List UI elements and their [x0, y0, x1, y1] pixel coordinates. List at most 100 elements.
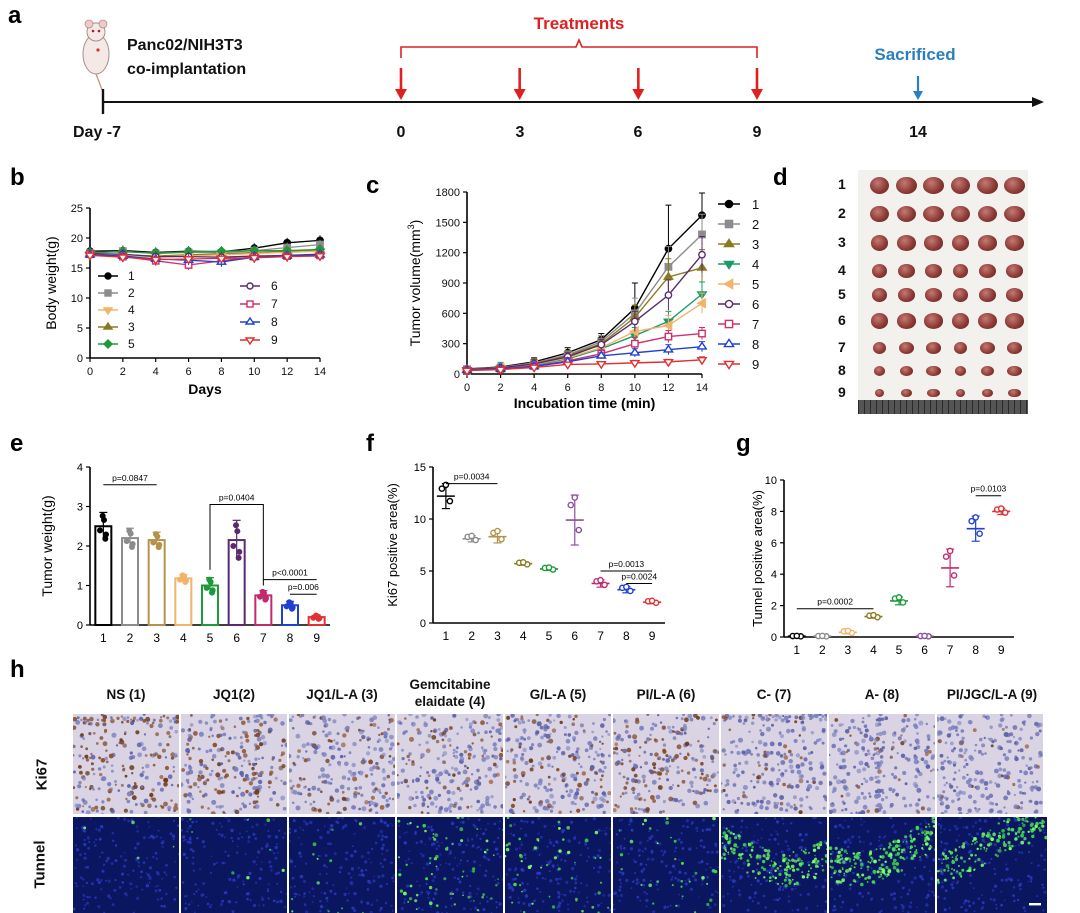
data-point — [844, 627, 852, 635]
cell — [198, 719, 203, 724]
cell — [77, 784, 82, 789]
cell — [358, 785, 363, 790]
apoptotic-cell — [665, 817, 669, 820]
cell — [947, 719, 952, 724]
cell — [369, 808, 373, 811]
cell — [88, 756, 92, 760]
apoptotic-cell — [821, 858, 824, 861]
cell — [665, 772, 668, 776]
nucleus — [105, 859, 109, 863]
cell — [877, 775, 880, 778]
tumor-specimen — [870, 235, 889, 251]
apoptotic-cell — [680, 879, 683, 883]
nucleus — [838, 823, 842, 827]
apoptotic-cell — [900, 869, 904, 872]
cell — [902, 796, 906, 801]
nucleus — [755, 868, 758, 871]
cell — [255, 777, 258, 780]
cell — [452, 714, 457, 718]
nucleus — [173, 875, 176, 879]
cell — [102, 723, 106, 727]
cell — [1014, 741, 1017, 745]
nucleus — [524, 854, 527, 856]
cell — [163, 777, 168, 783]
cell — [565, 790, 568, 793]
apoptotic-cell — [902, 841, 905, 843]
cell — [798, 774, 804, 780]
cell — [982, 714, 986, 718]
cell — [563, 733, 567, 737]
cell — [346, 787, 351, 791]
apoptotic-cell — [771, 879, 773, 882]
cell — [102, 741, 108, 747]
apoptotic-cell — [290, 897, 294, 901]
series-9 — [461, 356, 708, 377]
cell — [897, 736, 902, 741]
nucleus — [245, 893, 249, 896]
cell — [384, 791, 388, 795]
cell — [998, 767, 1003, 772]
nucleus — [262, 904, 265, 907]
nucleus — [978, 818, 982, 823]
nucleus — [209, 871, 213, 874]
nucleus — [232, 878, 236, 882]
cell — [584, 802, 589, 808]
nucleus — [663, 850, 667, 854]
cell — [215, 772, 221, 778]
cell — [260, 716, 264, 720]
cell — [622, 775, 626, 779]
cell — [420, 811, 424, 814]
cell — [391, 797, 395, 801]
cell — [426, 793, 431, 799]
apoptotic-cell — [742, 843, 746, 847]
cell — [589, 765, 595, 770]
cell — [436, 757, 440, 761]
nucleus — [610, 853, 611, 857]
cell — [657, 714, 660, 717]
nucleus — [479, 837, 482, 840]
cell — [756, 780, 760, 784]
legend-marker — [724, 299, 734, 309]
cell — [170, 783, 174, 787]
cell — [449, 744, 452, 747]
tumor-specimen — [979, 288, 996, 302]
nucleus — [184, 907, 188, 911]
nucleus — [486, 896, 488, 898]
apoptotic-cell — [872, 869, 877, 874]
apoptotic-cell — [844, 857, 849, 861]
nucleus — [450, 821, 455, 826]
cell — [459, 797, 464, 801]
cell — [751, 714, 756, 717]
y-axis-title-base: Tumor volume(mm — [407, 229, 423, 346]
treatment-arrow-head — [513, 89, 526, 100]
cell — [940, 761, 945, 765]
cell — [1031, 781, 1035, 784]
cell — [433, 795, 439, 801]
nucleus — [185, 856, 188, 860]
y-tick-label: 600 — [442, 308, 460, 320]
cell — [1033, 764, 1039, 769]
cell — [599, 803, 604, 808]
tumor-specimen — [926, 365, 941, 377]
cell — [857, 811, 863, 814]
nucleus — [197, 904, 200, 907]
nucleus — [510, 832, 512, 835]
cell — [759, 799, 764, 804]
apoptotic-cell — [835, 880, 840, 884]
cell — [242, 777, 247, 782]
nucleus — [784, 840, 788, 843]
cell — [170, 756, 174, 760]
nucleus — [101, 869, 105, 873]
cell — [490, 735, 493, 738]
nucleus — [536, 909, 539, 913]
apoptotic-cell — [570, 876, 574, 880]
cell — [174, 729, 178, 734]
cell — [863, 777, 866, 780]
ki67-image-8 — [829, 714, 935, 814]
cell — [633, 763, 636, 766]
apoptotic-cell — [786, 861, 790, 865]
nucleus — [870, 897, 874, 900]
apoptotic-cell — [505, 847, 510, 852]
nucleus — [892, 824, 895, 827]
cell — [219, 733, 223, 737]
